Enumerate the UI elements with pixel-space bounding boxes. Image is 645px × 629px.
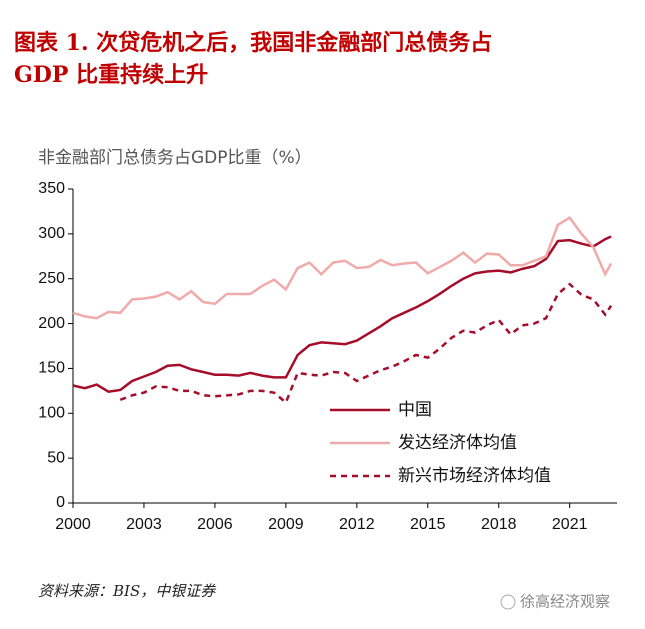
x-tick-label: 2018 xyxy=(481,516,517,533)
y-tick-label: 50 xyxy=(47,449,65,466)
y-tick-label: 300 xyxy=(38,225,65,242)
series-line xyxy=(72,216,613,320)
y-axis-label: 非金融部门总债务占GDP比重（%） xyxy=(38,148,312,168)
x-tick-label: 2000 xyxy=(55,516,91,533)
y-tick-label: 0 xyxy=(56,494,65,511)
legend-label: 新兴市场经济体均值 xyxy=(398,466,551,486)
series-line xyxy=(72,235,612,394)
source: 资料来源：BIS，中银证券 xyxy=(38,582,216,600)
chart-title: 图表 1. 次贷危机之后，我国非金融部门总债务占 xyxy=(14,30,492,56)
y-tick-label: 150 xyxy=(38,360,65,377)
watermark: 徐高经济观察 xyxy=(520,593,610,611)
x-tick-label: 2009 xyxy=(268,516,304,533)
legend-label: 发达经济体均值 xyxy=(398,433,517,453)
x-tick-label: 2003 xyxy=(126,516,162,533)
y-tick-label: 100 xyxy=(38,405,65,422)
y-tick-label: 250 xyxy=(38,270,65,287)
x-tick-label: 2015 xyxy=(410,516,446,533)
y-tick-label: 350 xyxy=(38,180,65,197)
x-tick-label: 2006 xyxy=(197,516,233,533)
series-line xyxy=(119,282,613,405)
x-tick-label: 2012 xyxy=(339,516,375,533)
y-tick-label: 200 xyxy=(38,315,65,332)
x-tick-label: 2021 xyxy=(552,516,588,533)
legend-label: 中国 xyxy=(398,400,432,420)
chart-title: GDP 比重持续上升 xyxy=(14,62,208,88)
watermark-icon xyxy=(500,594,516,610)
